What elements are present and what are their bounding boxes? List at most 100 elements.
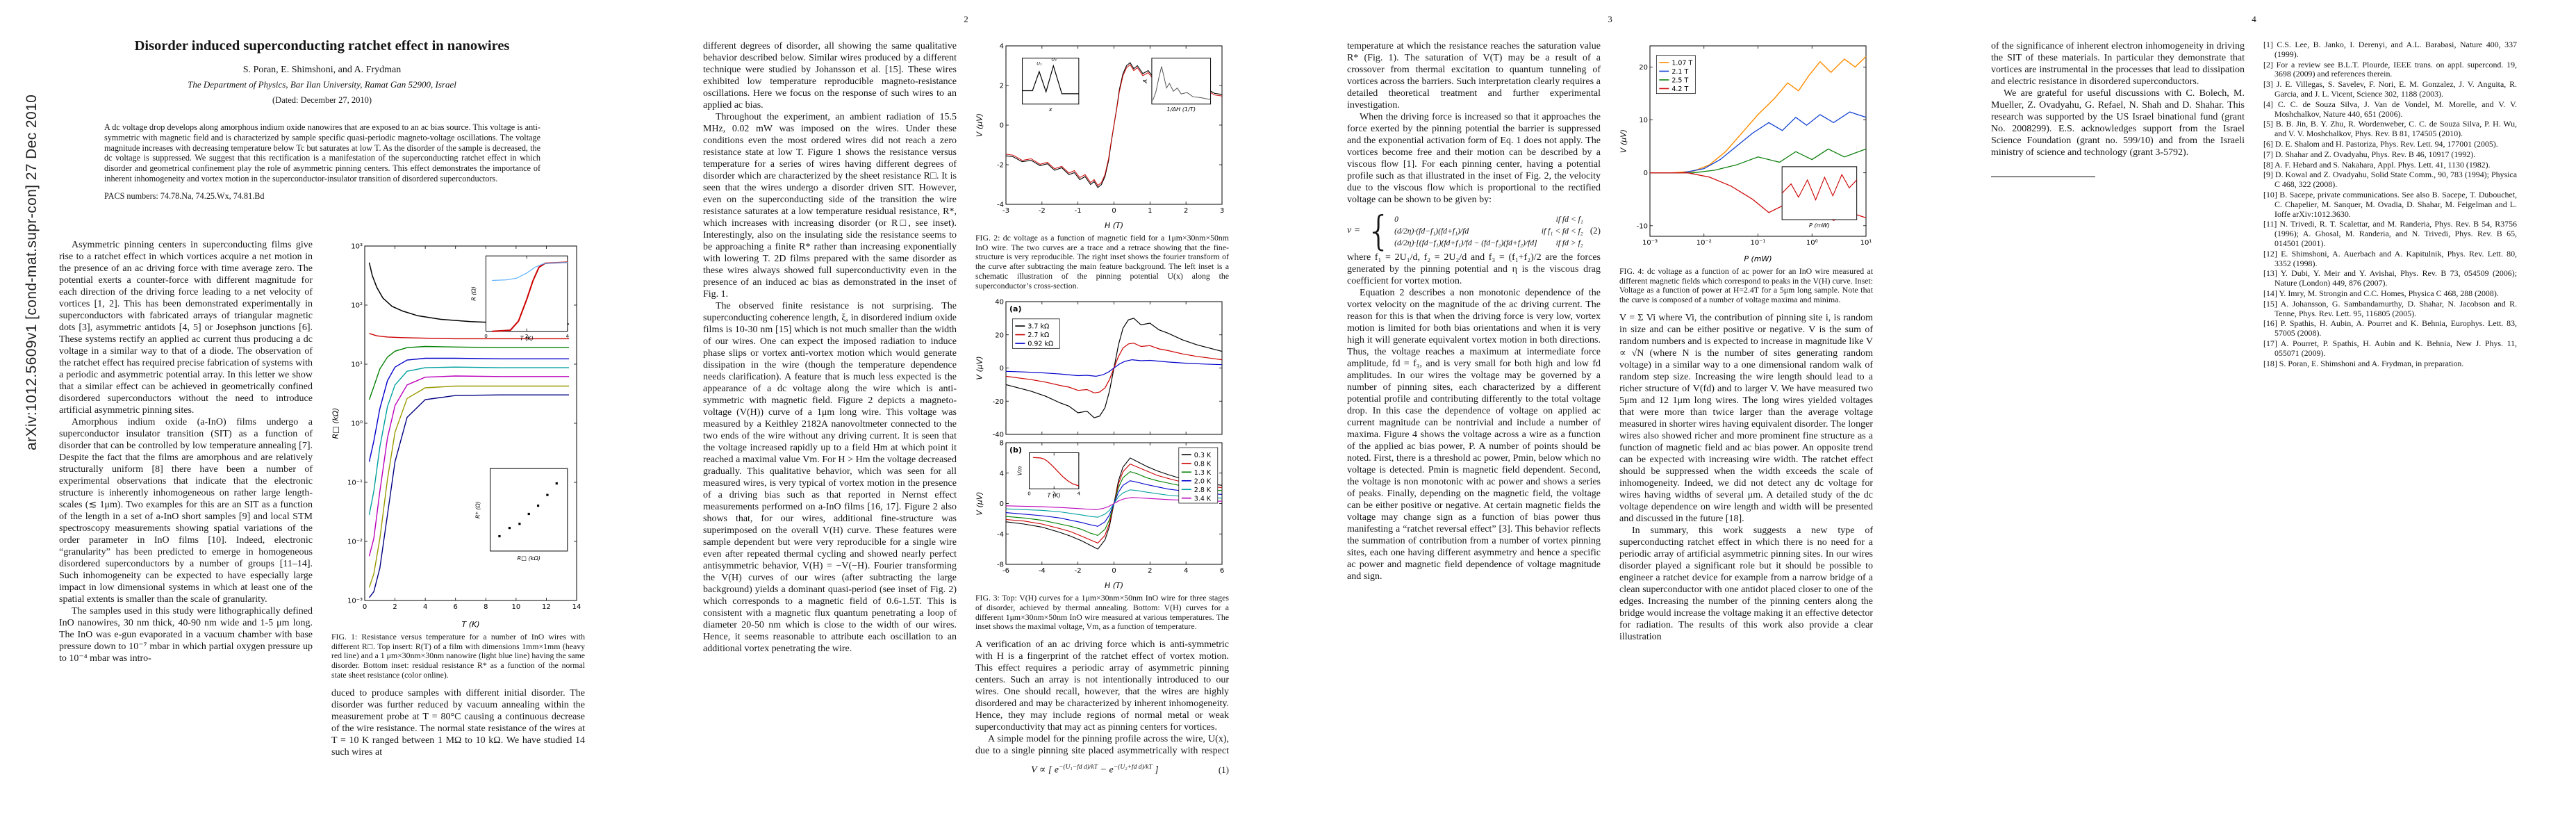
reference-item: [12] E. Shimshoni, A. Auerbach and A. Ka… [2263, 248, 2517, 268]
paragraph: Equation 2 describes a non monotonic dep… [1347, 288, 1601, 582]
svg-text:10¹: 10¹ [1860, 239, 1872, 247]
reference-item: [3] J. E. Villegas, S. Savelev, F. Nori,… [2263, 79, 2517, 99]
svg-text:P (mW): P (mW) [1809, 222, 1830, 229]
svg-text:1: 1 [1148, 207, 1152, 215]
page-number: 2 [964, 14, 968, 24]
svg-text:0: 0 [1112, 567, 1116, 575]
svg-text:4.2 T: 4.2 T [1671, 85, 1688, 93]
svg-text:H (T): H (T) [1105, 581, 1123, 589]
svg-text:2: 2 [1000, 83, 1004, 90]
svg-text:10⁻¹: 10⁻¹ [1750, 239, 1765, 247]
page1-column-right: 0 2 4 6 8 10 12 14 10³ 10² 10¹ 10⁰ 10⁻¹ 10⁻² 10⁻³ T (K)… [331, 239, 585, 806]
equation-2-number: (2) [1590, 225, 1601, 236]
reference-item: [18] S. Poran, E. Shimshoni and A. Frydm… [2263, 358, 2464, 368]
case-row: (d/2η)·(fd−f₁)(fd+f₁)/fd if f₁ < fd < f₂ [1394, 226, 1583, 236]
abstract-text: A dc voltage drop develops along amorpho… [104, 122, 540, 183]
figure-3a-chart: -40 -20 0 20 40 V (μV) (a) 3.7 kΩ2.7 kΩ 0.92 kΩ [975, 299, 1223, 439]
svg-text:T (K): T (K) [461, 620, 479, 628]
paragraph: Asymmetric pinning centers in supercondu… [59, 240, 313, 416]
svg-text:4: 4 [423, 603, 427, 611]
case-row: 0 if fd < f₁ [1394, 214, 1583, 224]
cases-brace: { [1366, 207, 1392, 254]
svg-text:V (μV): V (μV) [975, 357, 984, 380]
svg-text:6: 6 [454, 603, 458, 611]
reference-item: [17] A. Pourret, P. Spathis, H. Aubin an… [2263, 338, 2517, 358]
paragraph: A simple model for the pinning profile a… [975, 734, 1229, 757]
svg-text:V (μV): V (μV) [1619, 129, 1628, 153]
paragraph: duced to produce samples with different … [331, 687, 585, 758]
paragraph: The samples used in this study were lith… [59, 606, 313, 664]
svg-text:10³: 10³ [351, 243, 363, 251]
figure-4: 10⁻³ 10⁻² 10⁻¹ 10⁰ 10¹ -10 0 10 20 P (mW) V (μV) 1.… [1619, 40, 1873, 305]
equation-1: V ∝ [ e−(U₁−fd d)/kT − e−(U₂+fd d)/kT ] … [975, 764, 1229, 776]
svg-text:-3: -3 [1002, 207, 1009, 215]
svg-text:1/ΔH (1/T): 1/ΔH (1/T) [1166, 106, 1196, 113]
paragraph: A verification of an ac driving force wh… [975, 639, 1229, 733]
reference-item: [11] N. Trivedi, R. T. Scalettar, and M.… [2263, 219, 2517, 248]
page3-left-text-a: temperature at which the resistance reac… [1347, 40, 1601, 206]
svg-text:10⁰: 10⁰ [1806, 239, 1818, 247]
figure-4-caption: FIG. 4: dc voltage as a function of ac p… [1619, 266, 1873, 305]
svg-text:4: 4 [1000, 470, 1004, 477]
reference-item: [13] Y. Dubi, Y. Meir and Y. Avishai, Ph… [2263, 268, 2517, 288]
reference-item: [5] B. B. Jin, B. Y. Zhu, R. Wordenweber… [2263, 119, 2517, 139]
svg-text:0: 0 [484, 333, 488, 339]
svg-text:U₂: U₂ [1051, 57, 1057, 63]
equation-1-body: V ∝ [ e−(U₁−fd d)/kT − e−(U₂+fd d)/kT ] [1031, 764, 1159, 776]
title-block: Disorder induced superconducting ratchet… [59, 38, 585, 106]
svg-text:10⁻²: 10⁻² [347, 539, 363, 546]
svg-text:-10: -10 [1637, 222, 1648, 230]
paper-title: Disorder induced superconducting ratchet… [134, 38, 510, 54]
page1-column-left: Asymmetric pinning centers in supercondu… [59, 239, 313, 806]
dated-line: (Dated: December 27, 2010) [272, 95, 372, 105]
svg-text:R□ (kΩ): R□ (kΩ) [331, 408, 340, 439]
pacs-line: PACS numbers: 74.78.Na, 74.25.Wx, 74.81.… [104, 190, 265, 201]
figure-3: -40 -20 0 20 40 V (μV) (a) 3.7 kΩ 2.7 kΩ 0.92 kΩ … [975, 297, 1229, 632]
reference-item: [14] Y. Imry, M. Strongin and C.C. Homes… [2263, 288, 2499, 298]
page4-left-text: of the significance of inherent electron… [1991, 40, 2245, 158]
page-4: 4 of the significance of inherent electr… [1932, 0, 2576, 834]
svg-text:T (K): T (K) [1048, 492, 1061, 499]
paragraph: V = Σ Vi where Vi, the contribution of p… [1619, 312, 1873, 524]
svg-text:-1: -1 [1075, 207, 1082, 215]
page-2: 2 different degrees of disorder, all sho… [644, 0, 1288, 834]
page-3: 3 temperature at which the resistance re… [1288, 0, 1932, 834]
reference-item: [15] A. Johansson, G. Sambandamurthy, D.… [2263, 298, 2517, 318]
reference-item: [10] B. Sacepe, private communications. … [2263, 189, 2517, 219]
reference-item: [6] D. E. Shalom and H. Pastoriza, Phys.… [2263, 138, 2498, 149]
reference-item: [4] C. C. de Souza Silva, J. Van de Vond… [2263, 99, 2517, 119]
paragraph: different degrees of disorder, all showi… [703, 41, 957, 111]
svg-text:4: 4 [566, 333, 570, 339]
svg-text:2: 2 [1148, 567, 1152, 575]
figure-3-caption: FIG. 3: Top: V(H) curves for a 1μm×30nm×… [975, 593, 1229, 632]
svg-text:U₁: U₁ [1037, 61, 1042, 67]
svg-text:8: 8 [1000, 440, 1004, 448]
page4-column-left: of the significance of inherent electron… [1991, 40, 2245, 806]
paragraph: The observed finite resistance is not su… [703, 301, 957, 654]
svg-text:R* (Ω): R* (Ω) [474, 501, 481, 518]
svg-text:10⁻³: 10⁻³ [347, 598, 363, 605]
svg-text:0: 0 [1000, 500, 1004, 508]
svg-text:-20: -20 [993, 398, 1004, 406]
figure-2-chart: -3 -2 -1 0 1 2 3 -4 -2 0 2 4 H (T) V (μV) x U₁ U₂ 1/ΔH (1… [975, 43, 1224, 230]
svg-text:0: 0 [1000, 365, 1004, 373]
reference-item: [7] D. Shahar and Z. Ovadyahu, Phys. Rev… [2263, 149, 2476, 159]
svg-text:2: 2 [525, 333, 529, 339]
reference-item: [8] A. F. Hebard and S. Nakahara, Appl. … [2263, 159, 2491, 170]
svg-text:x: x [1048, 106, 1052, 113]
svg-text:4: 4 [1184, 567, 1188, 575]
svg-text:3.7 kΩ: 3.7 kΩ [1027, 323, 1049, 331]
svg-text:2.1 T: 2.1 T [1671, 68, 1688, 76]
svg-text:-6: -6 [1002, 567, 1009, 575]
page3-left-text-b: where f₁ = 2U₁/d, f₂ = 2U₂/d and f₃ = (f… [1347, 252, 1601, 582]
svg-text:-40: -40 [993, 432, 1004, 439]
paragraph: When the driving force is increased so t… [1347, 112, 1601, 205]
svg-text:R (Ω): R (Ω) [470, 286, 477, 301]
paragraph: where f₁ = 2U₁/d, f₂ = 2U₂/d and f₃ = (f… [1347, 252, 1601, 287]
page-number: 3 [1608, 14, 1612, 24]
svg-text:10⁰: 10⁰ [351, 420, 363, 428]
svg-text:-4: -4 [997, 202, 1004, 209]
svg-text:6: 6 [1220, 567, 1224, 575]
svg-text:1.3 K: 1.3 K [1194, 469, 1212, 477]
